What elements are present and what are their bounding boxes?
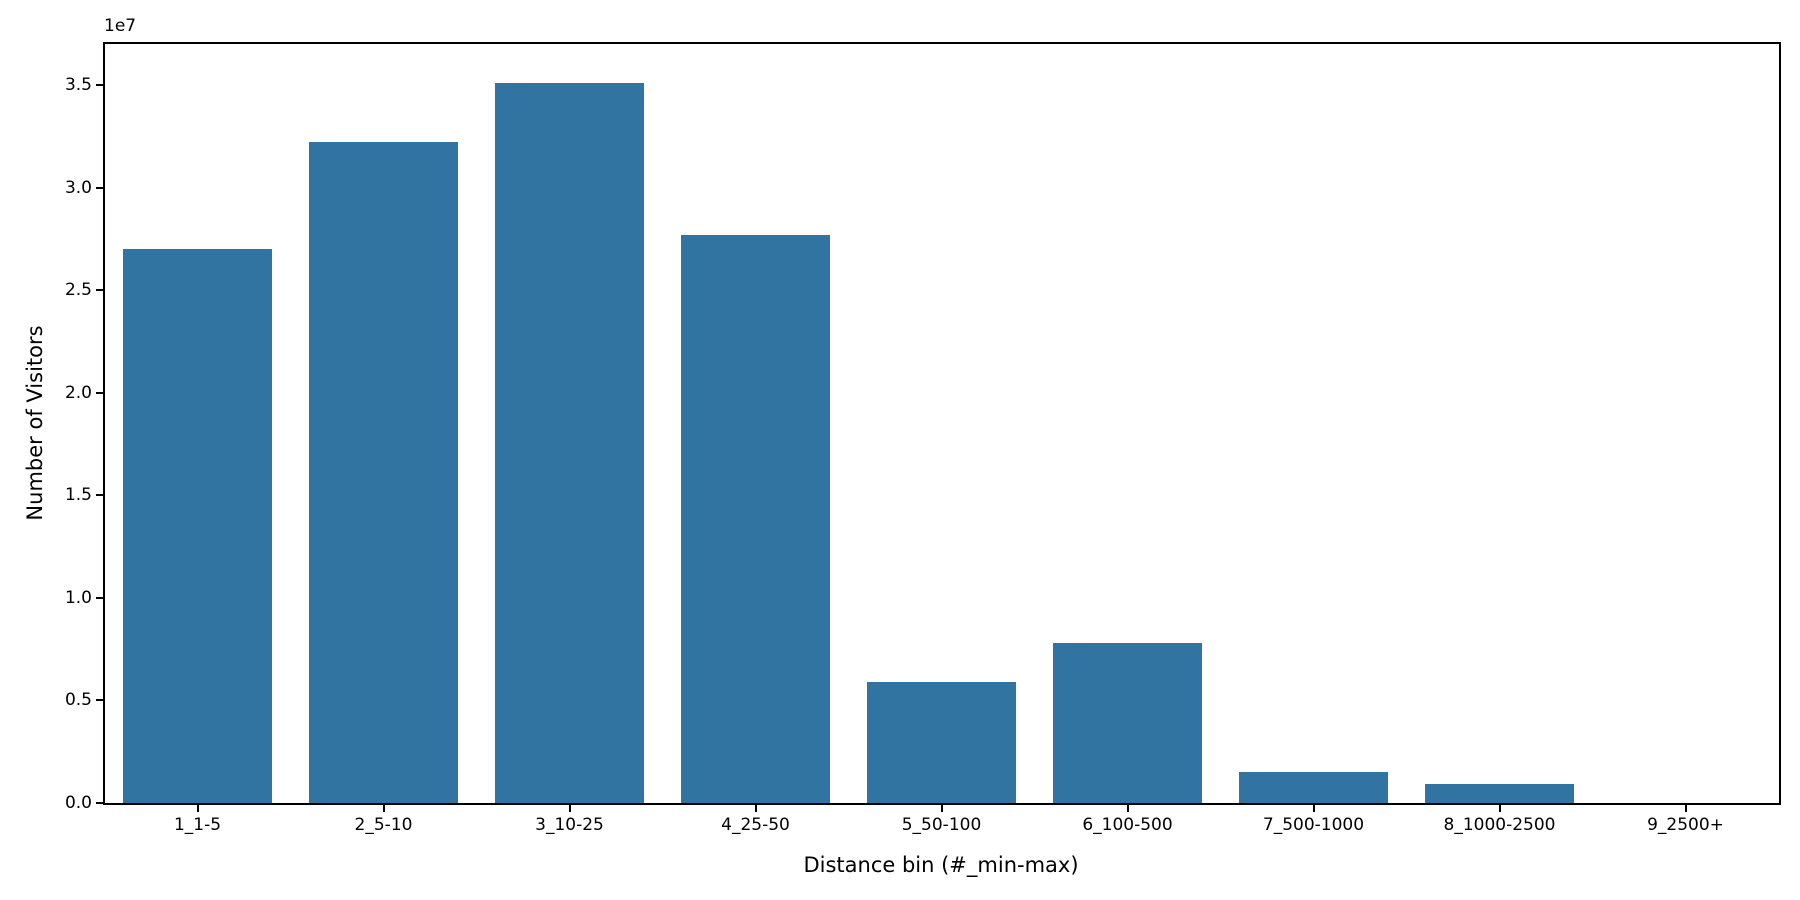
y-tick-label-1.5: 1.5 — [64, 485, 92, 506]
spine-bottom — [102, 803, 1781, 805]
y-tick-mark-0.5 — [95, 699, 103, 702]
bar-3_10-25 — [495, 82, 644, 803]
bar-4_25-50 — [681, 234, 830, 803]
y-tick-label-2.0: 2.0 — [64, 382, 92, 403]
spine-top — [102, 42, 1781, 44]
spine-right — [1778, 42, 1781, 805]
bar-7_500-1000 — [1239, 772, 1388, 803]
x-tick-label-3_10-25: 3_10-25 — [535, 815, 604, 835]
y-tick-label-3.0: 3.0 — [64, 177, 92, 198]
x-tick-label-8_1000-2500: 8_1000-2500 — [1443, 815, 1556, 835]
x-tick-mark-5_50-100 — [940, 805, 943, 812]
x-tick-mark-7_500-1000 — [1312, 805, 1315, 812]
y-tick-label-1.0: 1.0 — [64, 587, 92, 608]
x-tick-label-5_50-100: 5_50-100 — [901, 815, 982, 835]
y-tick-label-2.5: 2.5 — [64, 280, 92, 301]
x-tick-label-6_100-500: 6_100-500 — [1082, 815, 1173, 835]
y-tick-mark-2.5 — [95, 289, 103, 292]
bar-2_5-10 — [309, 142, 458, 803]
x-tick-mark-4_25-50 — [754, 805, 757, 812]
x-tick-mark-6_100-500 — [1126, 805, 1129, 812]
x-tick-label-2_5-10: 2_5-10 — [354, 815, 413, 835]
y-axis-offset-text: 1e7 — [104, 16, 137, 36]
y-tick-mark-1.5 — [95, 494, 103, 497]
x-tick-mark-2_5-10 — [382, 805, 385, 812]
x-tick-mark-8_1000-2500 — [1498, 805, 1501, 812]
y-tick-mark-2.0 — [95, 391, 103, 394]
spine-left — [102, 42, 105, 805]
y-tick-mark-3.0 — [95, 186, 103, 189]
x-tick-mark-9_2500+ — [1684, 805, 1687, 812]
bar-5_50-100 — [867, 681, 1016, 803]
x-tick-mark-1_1-5 — [196, 805, 199, 812]
y-tick-mark-0.0 — [95, 802, 103, 804]
y-tick-mark-1.0 — [95, 596, 103, 599]
bar-6_100-500 — [1053, 642, 1202, 803]
bar-1_1-5 — [123, 249, 272, 803]
x-tick-label-9_2500+: 9_2500+ — [1647, 815, 1724, 835]
x-tick-label-1_1-5: 1_1-5 — [173, 815, 222, 835]
y-tick-label-0.0: 0.0 — [64, 793, 92, 813]
bar-8_1000-2500 — [1425, 783, 1574, 803]
x-tick-mark-3_10-25 — [568, 805, 571, 812]
y-tick-label-3.5: 3.5 — [64, 75, 92, 96]
y-tick-label-0.5: 0.5 — [64, 690, 92, 711]
x-tick-label-7_500-1000: 7_500-1000 — [1262, 815, 1365, 835]
x-axis-label: Distance bin (#_min-max) — [803, 853, 1079, 877]
y-tick-mark-3.5 — [95, 84, 103, 87]
x-tick-label-4_25-50: 4_25-50 — [721, 815, 790, 835]
